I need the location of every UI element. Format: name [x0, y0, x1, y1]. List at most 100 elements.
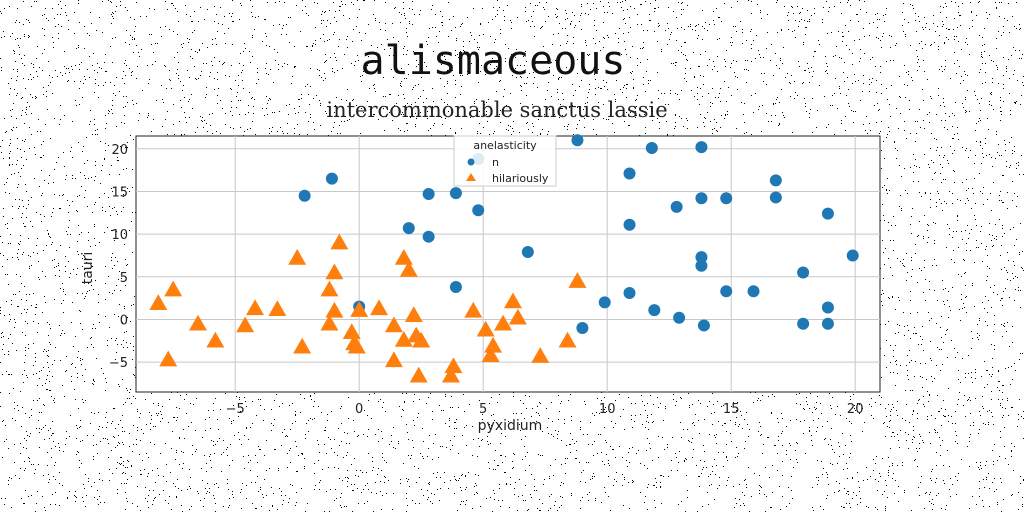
point-hilariously [268, 300, 287, 316]
point-n [298, 189, 311, 202]
x-tick-label: 20 [847, 402, 864, 417]
point-hilariously [293, 337, 312, 354]
point-hilariously [464, 301, 483, 318]
point-n [769, 191, 782, 204]
point-n [821, 317, 834, 330]
point-n [720, 285, 733, 298]
chart-subtitle: intercommonable sanctus lassie [326, 98, 667, 122]
point-n [720, 192, 733, 205]
point-n [695, 141, 708, 154]
data-marks [149, 134, 859, 383]
legend-label-n: n [492, 156, 499, 169]
point-hilariously [441, 366, 460, 383]
point-hilariously [384, 351, 403, 368]
y-tick-label: 15 [111, 185, 128, 200]
point-hilariously [444, 357, 463, 374]
y-axis-label: tauri [80, 252, 96, 285]
x-tick-label: 10 [599, 402, 616, 417]
point-n [449, 281, 462, 294]
point-n [623, 218, 636, 231]
point-hilariously [384, 316, 403, 333]
y-tick-label: 0 [120, 313, 128, 328]
legend-label-hilariously: hilariously [492, 172, 549, 185]
y-tick-label: 20 [111, 143, 128, 158]
point-hilariously [288, 249, 307, 265]
x-tick-label: 15 [723, 402, 740, 417]
point-hilariously [409, 366, 428, 383]
x-axis-label: pyxidium [478, 418, 543, 434]
point-n [645, 141, 658, 154]
point-n [576, 322, 589, 334]
legend-marker-n [467, 158, 475, 166]
axis-ticks: −5 0 5 10 15 20 −5 0 5 10 15 20 [109, 143, 864, 417]
x-tick-label: 0 [355, 402, 363, 417]
point-hilariously [370, 299, 389, 316]
y-tick-label: −5 [109, 356, 128, 371]
point-hilariously [484, 336, 503, 353]
point-hilariously [412, 331, 431, 348]
point-hilariously [394, 249, 413, 265]
point-hilariously [508, 308, 527, 325]
point-n [747, 285, 760, 298]
point-n [821, 207, 834, 220]
point-n [571, 134, 584, 147]
point-n [697, 319, 710, 332]
point-hilariously [320, 280, 339, 297]
point-hilariously [494, 314, 513, 331]
point-hilariously [350, 301, 369, 317]
point-n [695, 259, 708, 272]
point-hilariously [164, 280, 183, 297]
legend-marker-hilariously [466, 173, 476, 181]
point-n [673, 311, 686, 324]
chart-title: alismaceous [361, 38, 626, 84]
point-hilariously [159, 350, 178, 367]
point-hilariously [325, 301, 344, 318]
y-tick-label: 10 [111, 228, 128, 243]
point-hilariously [236, 316, 255, 333]
point-hilariously [394, 330, 413, 347]
point-hilariously [189, 314, 207, 331]
x-tick-label: 5 [479, 402, 487, 417]
point-n [472, 204, 485, 217]
point-hilariously [206, 331, 225, 348]
point-hilariously [342, 323, 361, 340]
point-n [821, 301, 834, 314]
point-n [670, 200, 683, 213]
gridlines [136, 136, 880, 392]
point-n [797, 266, 810, 279]
legend: anelasticity n hilariously [453, 135, 557, 187]
point-hilariously [404, 306, 423, 322]
point-hilariously [476, 320, 495, 337]
point-n [449, 187, 462, 200]
point-n [695, 192, 708, 205]
point-hilariously [399, 260, 418, 277]
point-hilariously [149, 294, 168, 311]
point-n [422, 188, 435, 201]
x-tick-label: −5 [226, 402, 245, 417]
point-n [325, 172, 338, 185]
y-tick-label: 5 [120, 271, 128, 286]
point-hilariously [347, 337, 366, 354]
point-n [769, 174, 782, 187]
point-n [422, 230, 435, 243]
point-hilariously [568, 272, 587, 288]
point-n [623, 287, 636, 300]
point-hilariously [558, 331, 577, 348]
point-n [521, 246, 534, 259]
point-n [623, 167, 636, 180]
point-hilariously [325, 263, 344, 280]
point-n [797, 317, 810, 330]
point-hilariously [503, 292, 522, 309]
point-hilariously [481, 346, 500, 363]
point-hilariously [320, 314, 339, 331]
point-hilariously [246, 299, 265, 316]
point-n [598, 296, 611, 309]
point-n [402, 222, 415, 235]
point-hilariously [531, 347, 550, 363]
legend-title: anelasticity [473, 139, 537, 152]
point-n [695, 251, 708, 264]
point-n [648, 304, 661, 317]
point-hilariously [330, 233, 349, 250]
point-n [846, 249, 859, 262]
